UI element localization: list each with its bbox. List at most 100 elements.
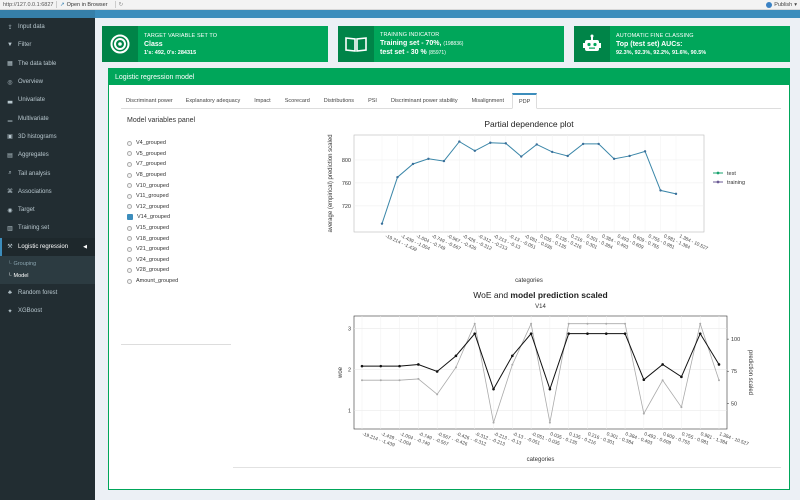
target-class-counts: 1's: 492, 0's: 284315 (144, 49, 197, 56)
tab-pdp[interactable]: PDP (511, 93, 538, 109)
target-icon-wrap (102, 26, 138, 62)
toolbar-divider (114, 1, 116, 8)
sidebar-item-xgboost[interactable]: ✦ XGBoost (0, 302, 95, 320)
variable-option[interactable]: V21_grouped (127, 244, 231, 255)
tab-discriminant-power[interactable]: Discriminant power (126, 98, 173, 104)
variable-option[interactable]: V10_grouped (127, 180, 231, 191)
sidebar-item-overview[interactable]: ◎ Overview (0, 73, 95, 91)
tab-explanatory-adequacy[interactable]: Explanatory adequacy (185, 98, 241, 104)
chart-icon: ▁ (7, 116, 13, 123)
sidebar-item-input-data[interactable]: ⇪ Input data (0, 18, 95, 36)
test-count: (85971) (428, 50, 446, 56)
radio-button[interactable] (127, 161, 132, 167)
radio-button[interactable] (127, 151, 132, 157)
legend-entry: test (727, 171, 736, 177)
variable-option-label: V11_grouped (136, 193, 169, 200)
sidebar-item-training-set[interactable]: ▥ Training set (0, 219, 95, 237)
radio-button[interactable] (127, 172, 132, 178)
x-axis-label: categories (527, 457, 555, 463)
sidebar-item-label: Tail analysis (18, 170, 51, 177)
submenu-item-grouping[interactable]: └ Grouping (0, 258, 95, 270)
variable-option-label: V21_grouped (136, 246, 170, 253)
radio-button[interactable] (127, 257, 132, 263)
data-point (398, 379, 401, 382)
variable-option[interactable]: V11_grouped (127, 191, 231, 202)
variable-option[interactable]: V18_grouped (127, 233, 231, 244)
radio-button[interactable] (127, 183, 132, 189)
submenu-item-label: Model (13, 272, 29, 279)
sidebar-item-aggregates[interactable]: ▤ Aggregates (0, 146, 95, 164)
sidebar-item-random-forest[interactable]: ♣ Random forest (0, 284, 95, 302)
training-split-line2: test set - 30 % (85971) (380, 49, 463, 56)
sidebar-item-3d-histograms[interactable]: ▣ 3D histograms (0, 128, 95, 146)
tab-psi[interactable]: PSI (368, 98, 377, 104)
partial-dependence-plot: Partial dependence plot 720 760 800 average … (328, 119, 745, 284)
sidebar-item-tail-analysis[interactable]: ⌕ Tail analysis (0, 164, 95, 182)
data-point (396, 175, 399, 179)
tab-misalignment[interactable]: Misalignment (471, 98, 504, 104)
chevron-down-icon: ▾ (794, 1, 797, 8)
radio-button[interactable] (127, 236, 132, 242)
variable-option[interactable]: V24_grouped (127, 255, 231, 266)
radio-button[interactable] (127, 204, 132, 210)
sidebar-item-filter[interactable]: ▼ Filter (0, 36, 95, 54)
info-box-label: TARGET VARIABLE SET TO (144, 32, 218, 39)
radio-button[interactable] (127, 278, 132, 284)
radio-button[interactable] (127, 140, 132, 146)
tab-impact[interactable]: Impact (254, 98, 271, 104)
publish-button[interactable]: Publish ▾ (766, 1, 797, 8)
variable-option-label: V7_grouped (136, 161, 166, 168)
bar-chart-icon: ▃ (7, 97, 13, 104)
table-icon: ▦ (7, 61, 13, 68)
radio-button[interactable] (127, 225, 132, 231)
refresh-icon[interactable]: ↻ (118, 1, 124, 8)
sidebar-item-multivariate[interactable]: ▁ Multivariate (0, 109, 95, 127)
data-point (492, 421, 495, 424)
radio-button[interactable] (127, 246, 132, 252)
data-point (659, 189, 662, 192)
sidebar-item-logistic-regression[interactable]: ⚒ Logistic regression ◀ (0, 237, 95, 256)
target-variable-value: Class (144, 40, 163, 48)
variable-option[interactable]: V4_grouped (127, 138, 231, 149)
data-point (442, 159, 446, 163)
variable-option[interactable]: V14_grouped (127, 212, 231, 223)
data-point (417, 377, 420, 380)
sidebar-item-univariate[interactable]: ▃ Univariate (0, 91, 95, 109)
training-split-text: Training set - 70%, (380, 40, 442, 47)
training-icon-wrap (338, 26, 374, 62)
tab-distributions[interactable]: Distributions (323, 98, 355, 104)
data-point (604, 332, 608, 335)
y-tick-label: 3 (348, 326, 351, 332)
publish-label: Publish (774, 1, 793, 8)
variable-option[interactable]: V28_grouped (127, 265, 231, 276)
variable-option[interactable]: Amount_grouped (127, 276, 231, 287)
tab-discriminant-power-stability[interactable]: Discriminant power stability (390, 98, 458, 104)
variable-option[interactable]: V12_grouped (127, 202, 231, 213)
radio-button[interactable] (127, 193, 132, 199)
tools-icon: ⚒ (7, 244, 13, 251)
sidebar-item-label: The data table (18, 60, 57, 67)
data-point (454, 354, 458, 358)
radio-button[interactable] (127, 214, 133, 221)
fine-classing-info-box: AUTOMATIC FINE CLASSING Top (test set) A… (574, 26, 790, 62)
tab-scorecard[interactable]: Scorecard (284, 98, 310, 104)
sidebar-item-associations[interactable]: ⌘ Associations (0, 183, 95, 201)
y2-tick-label: 50 (731, 401, 737, 407)
variable-option[interactable]: V7_grouped (127, 159, 231, 170)
sidebar-item-target[interactable]: ◉ Target (0, 201, 95, 219)
sidebar-item-label: Multivariate (18, 115, 49, 122)
variable-option[interactable]: V5_grouped (127, 149, 231, 160)
sidebar-item-data-table[interactable]: ▦ The data table (0, 55, 95, 73)
variable-option[interactable]: V8_grouped (127, 170, 231, 181)
data-point (535, 143, 538, 146)
top-navbar (0, 10, 800, 18)
radio-button[interactable] (127, 267, 132, 273)
data-point (360, 364, 364, 368)
top-aucs-values: 92.3%, 92.3%, 92.2%, 91.6%, 90.5% (616, 49, 707, 56)
data-point (492, 387, 495, 391)
train-icon: ▥ (7, 225, 13, 232)
submenu-item-model[interactable]: └ Model (0, 270, 95, 282)
data-point (379, 364, 383, 368)
variable-option[interactable]: V15_grouped (127, 223, 231, 234)
open-in-browser-button[interactable]: ↗ Open in Browser (60, 2, 108, 8)
